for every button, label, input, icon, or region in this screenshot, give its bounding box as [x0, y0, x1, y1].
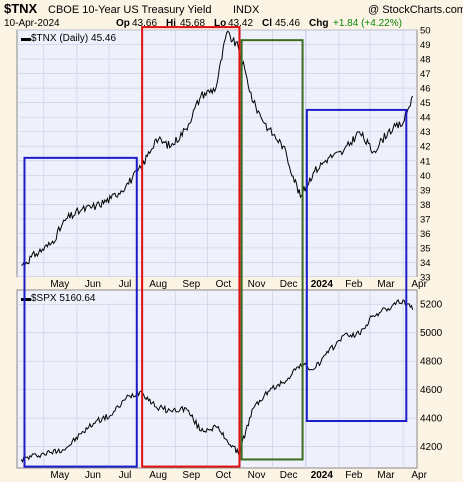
x-tick-label: Nov — [248, 470, 266, 481]
green-box-nov-dec — [240, 39, 304, 461]
blue-box-2024 — [305, 108, 408, 423]
x-tick-label: May — [50, 279, 69, 290]
x-tick-label: Jul — [119, 279, 132, 290]
header-date: 10-Apr-2024 — [4, 18, 60, 29]
tnx-y-tick-labels: 33 34 35 36 37 38 39 40 41 42 43 44 45 46 47 48 49 50 — [420, 26, 431, 284]
quote-lo-label: Lo — [214, 18, 226, 29]
y-tick-label: 50 — [420, 26, 431, 37]
y-tick-label: 4600 — [420, 385, 443, 396]
y-tick-label: 48 — [420, 55, 431, 66]
y-tick-label: 5000 — [420, 328, 443, 339]
y-tick-label: 35 — [420, 243, 431, 254]
y-tick-label: 34 — [420, 258, 431, 269]
y-tick-label: 5200 — [420, 300, 443, 311]
y-tick-label: 42 — [420, 142, 431, 153]
quote-chg-value: +1.84 (+4.22%) — [333, 18, 402, 29]
red-box-aug-oct — [141, 26, 241, 468]
y-tick-label: 37 — [420, 214, 431, 225]
tnx-legend-swatch: ▬ — [21, 33, 31, 44]
spx-legend-bg — [19, 291, 111, 304]
x-tick-label: Dec — [280, 470, 298, 481]
x-tick-label: Feb — [345, 279, 363, 290]
x-tick-label: Apr — [411, 279, 427, 290]
x-tick-label: Apr — [411, 470, 427, 481]
x-tick-label: 2024 — [311, 470, 334, 481]
spx-plot-area — [16, 289, 418, 469]
xaxis-bottom: May Jun Jul Aug Sep Oct Nov Dec 2024 Feb Mar Apr — [50, 470, 427, 481]
xaxis-top-strip — [17, 277, 417, 290]
x-tick-label: Jun — [85, 279, 101, 290]
watermark: @ StockCharts.com — [368, 4, 463, 16]
annotation-boxes — [23, 26, 408, 468]
y-tick-label: 47 — [420, 69, 431, 80]
quote-op-label: Op — [116, 18, 130, 29]
blue-box-may-jul — [23, 156, 138, 468]
spx-legend: $SPX 5160.64 — [31, 293, 96, 304]
header-name: CBOE 10-Year US Treasury Yield — [48, 4, 211, 16]
y-tick-label: 38 — [420, 200, 431, 211]
spx-y-tick-labels: 4200 4400 4600 4800 5000 5200 — [420, 300, 443, 453]
y-tick-label: 45 — [420, 98, 431, 109]
quote-hi-label: Hi — [166, 18, 176, 29]
y-tick-label: 44 — [420, 113, 431, 124]
spx-gridlines — [17, 290, 417, 468]
x-tick-label: 2024 — [311, 279, 334, 290]
tnx-panel: 33 34 35 36 37 38 39 40 41 42 43 44 45 46 47 48 49 50 ▬ $… — [16, 26, 431, 284]
y-tick-label: 33 — [420, 273, 431, 284]
tnx-legend: $TNX (Daily) 45.46 — [31, 33, 116, 44]
x-tick-label: Feb — [345, 470, 363, 481]
spx-legend-swatch: ▬ — [21, 293, 31, 304]
tnx-series-line — [21, 30, 414, 267]
y-tick-label: 40 — [420, 171, 431, 182]
header-symbol: $TNX — [4, 1, 38, 16]
tnx-plot-area — [16, 29, 418, 278]
x-tick-label: Jul — [119, 470, 132, 481]
tnx-gridlines — [17, 29, 417, 278]
quote-hi-value: 45.68 — [180, 18, 205, 29]
quote-chg-label: Chg — [309, 18, 328, 29]
x-tick-label: Aug — [149, 470, 167, 481]
x-tick-label: Sep — [182, 279, 200, 290]
y-tick-label: 46 — [420, 84, 431, 95]
y-tick-label: 4400 — [420, 414, 443, 425]
tnx-legend-bg — [19, 31, 131, 44]
x-tick-label: Aug — [149, 279, 167, 290]
xaxis-bottom-labels: May Jun Jul Aug Sep Oct Nov Dec 2024 Feb Mar Apr — [50, 470, 427, 481]
x-tick-label: Sep — [182, 470, 200, 481]
x-tick-label: Jun — [85, 470, 101, 481]
header-exchange: INDX — [233, 4, 260, 16]
quote-cl-label: Cl — [262, 18, 272, 29]
x-tick-label: Mar — [377, 470, 395, 481]
xaxis-top-labels: May Jun Jul Aug Sep Oct Nov Dec 2024 Feb Mar Apr — [50, 279, 427, 290]
x-tick-label: Nov — [248, 279, 266, 290]
y-tick-label: 43 — [420, 127, 431, 138]
x-tick-label: Oct — [216, 470, 232, 481]
y-tick-label: 4200 — [420, 442, 443, 453]
spx-panel: 4200 4400 4600 4800 5000 5200 ▬ $SPX 5160.64 — [16, 289, 443, 469]
y-tick-label: 4800 — [420, 357, 443, 368]
y-tick-label: 41 — [420, 156, 431, 167]
y-tick-label: 39 — [420, 185, 431, 196]
quote-lo-value: 43.42 — [228, 18, 253, 29]
quote-cl-value: 45.46 — [275, 18, 300, 29]
quote-op-value: 43.66 — [132, 18, 157, 29]
y-tick-label: 36 — [420, 229, 431, 240]
spx-series-line — [20, 298, 414, 464]
x-tick-label: Oct — [216, 279, 232, 290]
x-tick-label: May — [50, 470, 69, 481]
y-tick-label: 49 — [420, 40, 431, 51]
x-tick-label: Dec — [280, 279, 298, 290]
xaxis-top: May Jun Jul Aug Sep Oct Nov Dec 2024 Feb Mar Apr — [17, 277, 428, 290]
x-tick-label: Mar — [377, 279, 395, 290]
